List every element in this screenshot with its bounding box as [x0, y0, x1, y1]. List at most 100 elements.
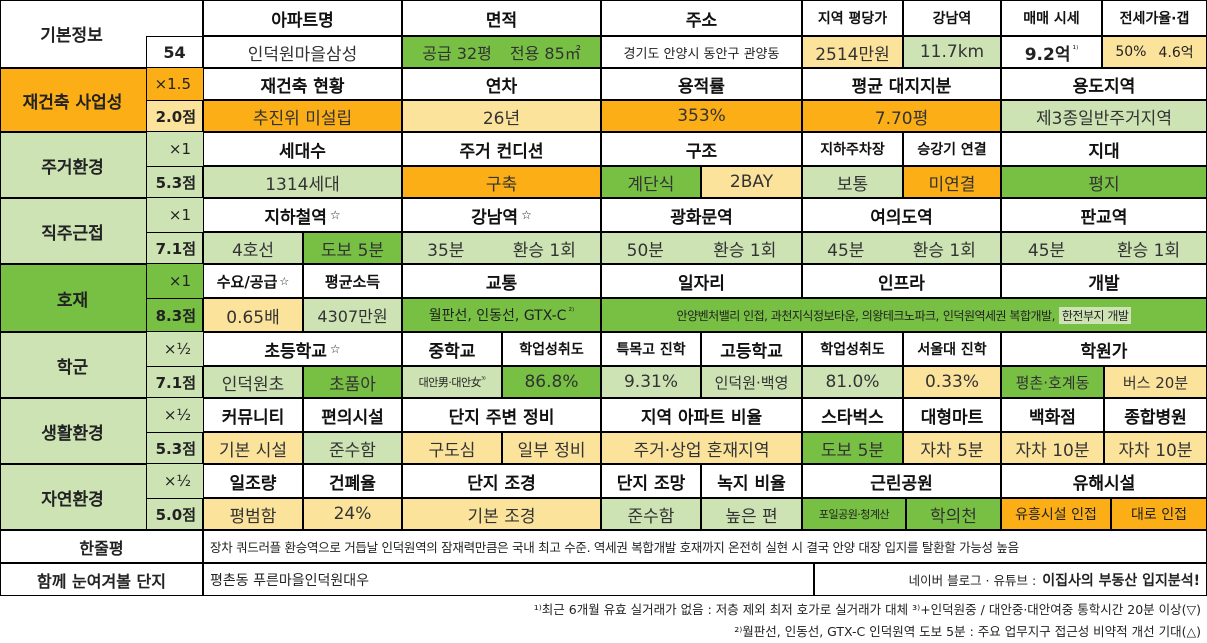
apt-name: 인덕원마을삼성	[203, 36, 402, 68]
middle-achievement-label: 학업성취도	[502, 332, 601, 366]
middle-footnote-mark: ³⁾	[481, 375, 486, 384]
zone-label: 용도지역	[1001, 68, 1207, 100]
dev-label: 개발	[1001, 264, 1207, 298]
sunlight: 평범함	[203, 498, 303, 530]
rebuild-score: 2.0점	[146, 100, 203, 132]
income: 4307만원	[303, 298, 402, 332]
gangnam-station-label: 강남역 ☆	[402, 198, 601, 232]
view: 준수함	[601, 498, 701, 530]
footnote-1: ¹⁾최근 6개월 유효 실거래가 없음 : 저층 제외 최저 호가로 실거래가 …	[533, 601, 1201, 617]
life-multiplier: ×½	[146, 398, 203, 432]
pangyo-label: 판교역	[1001, 198, 1207, 232]
gwanghwamun-label: 광화문역	[601, 198, 802, 232]
gwanghwamun-time: 50분	[626, 240, 664, 261]
pangyo-commute: 45분 환승 1회	[1001, 232, 1207, 264]
snu-rate: 0.33%	[903, 366, 1001, 398]
development-detail: 안양벤처밸리 인접, 과천지식정보타운, 의왕테크노파크, 인덕원역세권 복합개…	[601, 298, 1207, 332]
gwanghwamun-commute: 50분 환승 1회	[601, 232, 802, 264]
gangnam-star-icon: ☆	[521, 208, 532, 222]
parking: 보통	[802, 166, 903, 198]
traffic-footnote-mark: ²⁾	[568, 307, 575, 317]
land-share: 7.70평	[802, 100, 1001, 132]
trade-footnote-mark: ¹⁾	[1072, 45, 1079, 55]
high-school: 인덕원·백영	[701, 366, 802, 398]
academy-distance: 버스 20분	[1104, 366, 1207, 398]
landscape: 기본 조경	[402, 498, 601, 530]
area-label: 면적	[402, 0, 601, 36]
far-label: 용적률	[601, 68, 802, 100]
infra: 인덕원역세권 복합개발,	[942, 308, 1056, 323]
surroundings-label: 단지 주변 정비	[402, 398, 601, 432]
elementary-star-icon: ☆	[329, 342, 341, 356]
elementary-label-text: 초등학교	[264, 341, 327, 362]
summary-text: 장차 쿼드러플 환승역으로 거듭날 인덕원역의 잠재력만큼은 국내 최고 수준.…	[203, 530, 1207, 563]
convenience-label: 편의시설	[303, 398, 402, 432]
hazard-road: 대로 인접	[1111, 498, 1207, 530]
condition: 구축	[402, 166, 601, 198]
community-label: 커뮤니티	[203, 398, 303, 432]
gangnam-commute: 35분 환승 1회	[402, 232, 601, 264]
summary-label: 한줄평	[0, 530, 203, 563]
apartment-number: 54	[146, 36, 203, 68]
age: 26년	[402, 100, 601, 132]
gangnam-distance: 11.7km	[903, 36, 1001, 68]
address-label: 주소	[601, 0, 802, 36]
living-score: 5.3점	[146, 166, 203, 198]
gangnam-transfer: 환승 1회	[512, 240, 576, 261]
structure-bay: 2BAY	[701, 166, 802, 198]
living-multiplier: ×1	[146, 132, 203, 166]
view-label: 단지 조망	[601, 464, 701, 498]
mart: 자차 5분	[903, 432, 1001, 464]
middle-label: 중학교	[402, 332, 502, 366]
high-achievement: 81.0%	[802, 366, 903, 398]
age-label: 연차	[402, 68, 601, 100]
department-store-label: 백화점	[1001, 398, 1104, 432]
condition-label: 주거 컨디션	[402, 132, 601, 166]
traffic-label: 교통	[402, 264, 601, 298]
life-score: 5.3점	[146, 432, 203, 464]
supply-star-icon: ☆	[279, 274, 290, 288]
far: 353%	[601, 100, 802, 132]
apt-ratio: 주거·상업 혼재지역	[601, 432, 802, 464]
gangnam-station-label-text: 강남역	[471, 207, 519, 228]
supply-label-text: 수요/공급	[216, 272, 278, 291]
landscape-label: 단지 조경	[402, 464, 601, 498]
development-multiplier: ×1	[146, 264, 203, 298]
zone: 제3종일반주거지역	[1001, 100, 1207, 132]
starbucks-label: 스타벅스	[802, 398, 903, 432]
hazard-label: 유해시설	[1001, 464, 1207, 498]
lease-rate: 50%	[1115, 44, 1147, 60]
elevator: 미연결	[903, 166, 1001, 198]
middle-school-text: 대안男·대안女	[418, 376, 482, 389]
footnote-2: ²⁾월판선, 인동선, GTX-C 인덕원역 도보 5분 : 주요 업무지구 접…	[734, 623, 1201, 639]
subway-label-text: 지하철역	[264, 207, 327, 228]
academy-label: 학원가	[1001, 332, 1207, 366]
special-school-label: 특목고 진학	[601, 332, 701, 366]
infra-label: 인프라	[802, 264, 1001, 298]
parking-label: 지하주차장	[802, 132, 903, 166]
traffic-text: 월판선, 인동선, GTX-C	[428, 308, 567, 324]
coverage-label: 건폐율	[303, 464, 402, 498]
hospital-label: 종합병원	[1104, 398, 1207, 432]
school-multiplier: ×½	[146, 332, 203, 366]
apt-ratio-label: 지역 아파트 비율	[601, 398, 802, 432]
households: 1314세대	[203, 166, 402, 198]
trade-price-value: 9.2억	[1024, 44, 1071, 65]
yeouido-time: 45분	[827, 240, 865, 261]
elementary-school: 인덕원초	[203, 366, 303, 398]
hospital: 자차 10분	[1104, 432, 1207, 464]
jobs: 안양벤처밸리 인접, 과천지식정보타운, 의왕테크노파크,	[676, 308, 940, 323]
lease-label: 전세가율·갭	[1102, 0, 1207, 36]
structure-label: 구조	[601, 132, 802, 166]
basic-info-title: 기본정보	[0, 0, 203, 68]
trade-price: 9.2억 ¹⁾	[1001, 36, 1102, 68]
address: 경기도 안양시 동안구 관양동	[601, 36, 802, 68]
community: 기본 시설	[203, 432, 303, 464]
elementary-adjacent: 초품아	[303, 366, 402, 398]
structure-stairs: 계단식	[601, 166, 701, 198]
gangnam-time: 35분	[427, 240, 465, 261]
middle-school: 대안男·대안女 ³⁾	[402, 366, 502, 398]
nature-multiplier: ×½	[146, 464, 203, 498]
commute-multiplier: ×1	[146, 198, 203, 232]
